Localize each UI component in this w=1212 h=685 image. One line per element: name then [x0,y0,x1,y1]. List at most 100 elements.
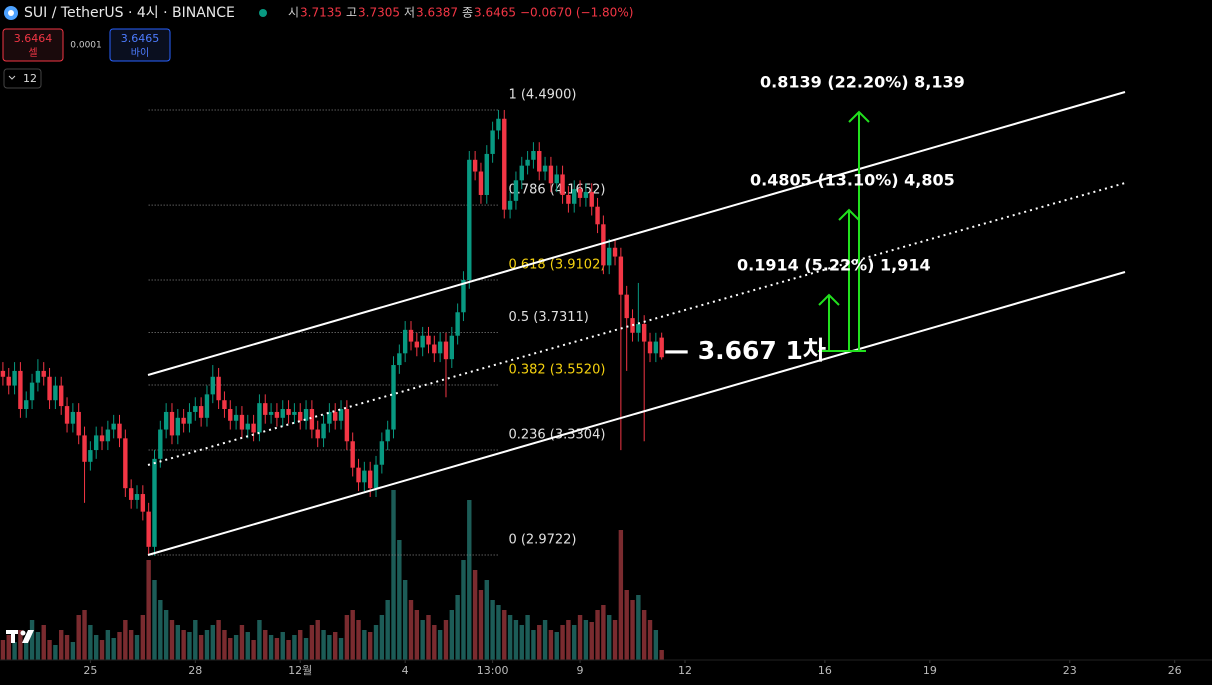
candle-body [519,165,524,181]
volume-bar [0,640,6,660]
status-dot [259,9,267,17]
x-tick-label: 4 [402,664,409,677]
volume-bar [583,620,589,660]
volume-bar [566,620,571,660]
volume-bar [531,630,536,660]
volume-bar [548,630,554,660]
candle-body [105,429,111,442]
candle-body [612,247,618,257]
candle-body [397,353,402,366]
symbol-logo-inner [8,10,14,16]
candle-body [303,409,309,421]
volume-bar [123,620,128,660]
candle-body [59,385,64,407]
candle-body [64,406,70,424]
candle-body [624,294,629,319]
volume-bar [467,500,472,660]
volume-bar [35,632,41,660]
buy-label: 바이 [131,47,149,59]
candle-body [309,409,315,430]
volume-bar [630,600,635,660]
volume-bar [344,615,350,660]
volume-bar [152,580,157,660]
volume-bar [484,580,489,660]
volume-bar [636,595,641,660]
volume-bar [41,625,46,660]
volume-bar [169,620,175,660]
candle-body [286,409,291,415]
candle-body [0,370,6,377]
volume-bar [490,600,495,660]
candle-body [123,438,128,489]
candle-body [47,376,52,401]
volume-bar [402,580,408,660]
buy-button[interactable] [109,28,171,62]
x-axis: 25 28 12월 4 13:00 9 12 16 19 23 26 [83,660,1182,677]
volume-bar [6,635,11,660]
candle-body [228,409,233,421]
volume-bar [59,630,64,660]
candle-body [379,441,385,465]
fib-label: 1 (4.4900) [508,87,576,102]
candle-body [437,341,443,354]
candle-body [298,411,303,421]
candle-body [111,423,116,430]
volume-bar [24,638,29,660]
candle-body [391,365,396,430]
candle-body [531,150,536,160]
candle-body [251,423,256,433]
sell-label: 셀 [28,47,37,59]
volume-bar [292,635,297,660]
volume-bar [659,650,664,660]
volume-bar [12,642,17,660]
volume-bar [542,620,548,660]
candle-body [636,323,641,333]
arrows [818,110,870,352]
candle-body [93,435,99,451]
volume-bar [181,630,186,660]
candle-body [595,206,600,225]
sell-price: 3.6464 [14,32,53,45]
candle-body [257,403,262,433]
volume-bar [233,635,239,660]
volume-bar [507,615,513,660]
buy-price: 3.6465 [121,32,160,45]
volume-bar [64,635,70,660]
candle-body [41,370,46,377]
volume-bar [303,638,309,660]
volume-bar [618,530,624,660]
candle-body [420,335,425,348]
volume-bar [82,610,87,660]
volume-bar [163,610,169,660]
volume-bar [321,630,326,660]
candle-body [432,344,437,354]
volume-bar [76,615,81,660]
candle-body [426,335,431,345]
ohlc-value: 3.7135 [300,6,342,20]
interval-toggle[interactable] [3,68,42,89]
volume-bar [537,625,542,660]
volume-bar [245,632,250,660]
arrow-head [838,208,860,221]
candle-body [268,411,274,415]
candle-body [472,159,478,172]
candle-body [402,329,408,354]
volume-bar [385,600,390,660]
sell-button[interactable] [2,28,64,62]
candle-body [210,376,215,395]
fib-label: 0 (2.9722) [508,532,576,547]
x-tick-label: 26 [1168,664,1182,677]
candle-body [548,165,554,184]
annotation: 0.8139 (22.20%) 8,139 [760,73,965,92]
volume-bar [315,620,320,660]
volume-bar [29,620,35,660]
candle-body [572,189,577,204]
candle-body [344,409,350,442]
ohlc-label: 저 [404,6,415,20]
volume-bar [222,630,227,660]
volume-bar [443,620,449,660]
candle-body [589,192,594,207]
candle-body [502,118,507,210]
candle-body [647,341,653,354]
candle-body [659,337,664,358]
